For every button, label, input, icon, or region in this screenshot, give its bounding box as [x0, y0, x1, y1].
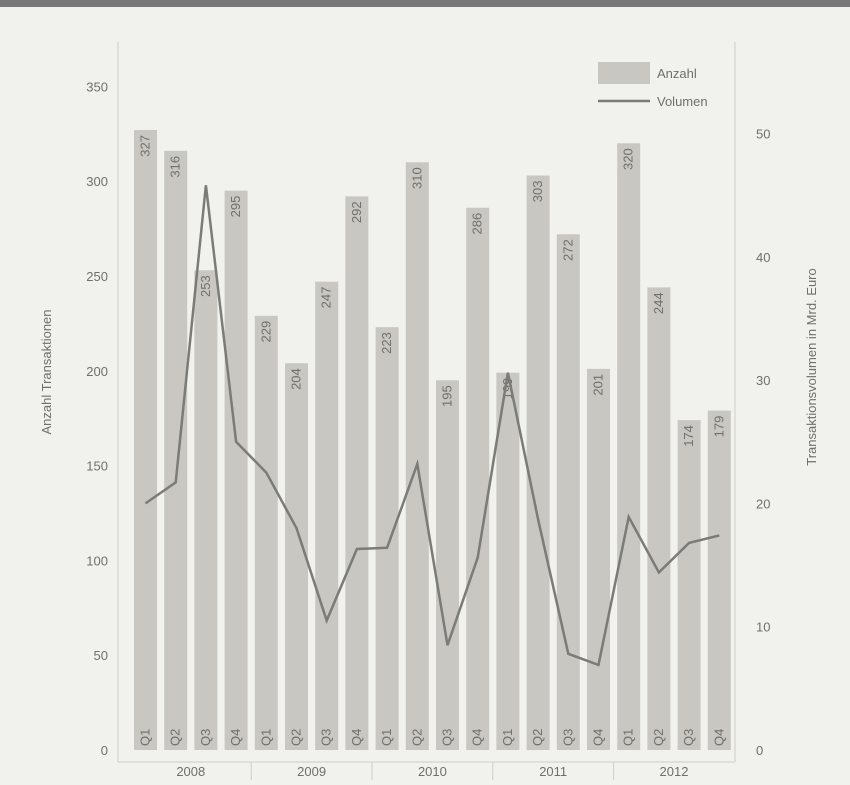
bar [194, 270, 218, 750]
bar [134, 130, 157, 750]
legend-line-label: Volumen [657, 94, 708, 109]
quarter-label: Q2 [651, 729, 666, 746]
left-tick-label: 250 [86, 269, 108, 284]
right-tick-label: 0 [756, 743, 763, 758]
left-tick-label: 50 [94, 648, 108, 663]
bar [526, 175, 550, 751]
year-label: 2012 [660, 764, 689, 779]
right-tick-label: 10 [756, 620, 770, 635]
bar-value-label: 295 [228, 196, 243, 218]
bar-value-label: 174 [681, 425, 696, 447]
quarter-label: Q4 [711, 729, 726, 746]
quarter-label: Q3 [681, 729, 696, 746]
legend: Anzahl Volumen [598, 62, 708, 109]
bar [285, 363, 308, 750]
bar-value-label: 179 [711, 416, 726, 438]
bar-value-label: 223 [379, 332, 394, 354]
bar [164, 150, 188, 750]
quarter-label: Q2 [168, 729, 183, 746]
quarter-label: Q4 [591, 729, 606, 746]
quarter-label: Q2 [530, 729, 545, 746]
year-label: 2008 [176, 764, 205, 779]
bar-value-label: 195 [440, 385, 455, 407]
bars-group [134, 130, 731, 751]
bar-value-label: 204 [289, 368, 304, 390]
bar [677, 420, 701, 750]
bar [224, 190, 248, 750]
volume-line [144, 185, 720, 667]
year-label: 2011 [539, 764, 567, 779]
top-bar [0, 0, 850, 7]
bar [315, 281, 339, 750]
ticks-group: 0 50 100 150 200 250 300 350 0 10 20 30 40 50 [86, 79, 770, 758]
quarter-label: Q1 [500, 729, 515, 746]
left-axis-title: Anzahl Transaktionen [39, 309, 54, 434]
left-tick-label: 150 [86, 459, 108, 474]
bar-value-label: 229 [258, 321, 273, 343]
right-tick-label: 50 [756, 127, 770, 142]
quarter-label: Q3 [198, 729, 213, 746]
bar [466, 207, 490, 750]
quarter-label: Q4 [228, 729, 243, 746]
year-label: 2009 [297, 764, 326, 779]
left-tick-label: 100 [86, 553, 108, 568]
quarter-label: Q2 [409, 729, 424, 746]
quarter-label: Q4 [470, 729, 485, 746]
axes-group [117, 42, 736, 780]
category-labels-group: Q1 Q2 Q3 Q4 Q1 Q2 Q3 Q4 Q1 Q2 Q3 Q4 Q1 Q2 Q3 Q4 Q1 Q2 Q3 Q4 [138, 729, 727, 746]
quarter-label: Q3 [319, 729, 334, 746]
bar-value-label: 303 [530, 181, 545, 203]
right-tick-label: 30 [756, 373, 770, 388]
bar [254, 315, 278, 750]
bar [345, 196, 369, 751]
quarter-label: Q1 [258, 729, 273, 746]
right-axis-title: Transaktionsvolumen in Mrd. Euro [804, 268, 819, 466]
bar-value-label: 292 [349, 201, 364, 223]
left-tick-label: 200 [86, 364, 108, 379]
quarter-label: Q1 [621, 729, 636, 746]
legend-bar-label: Anzahl [657, 66, 697, 81]
quarter-label: Q3 [560, 729, 575, 746]
quarter-label: Q1 [138, 729, 153, 746]
bar-value-label: 272 [560, 239, 575, 261]
year-label: 2010 [418, 764, 447, 779]
left-tick-label: 0 [101, 743, 108, 758]
bar [647, 287, 671, 750]
quarter-label: Q2 [289, 729, 304, 746]
bar [707, 410, 731, 750]
right-tick-label: 20 [756, 496, 770, 511]
bar [436, 380, 459, 750]
bar-value-label: 327 [138, 135, 153, 157]
bar-value-label: 320 [621, 148, 636, 170]
volume-line-group [144, 185, 720, 667]
left-tick-label: 350 [86, 79, 108, 94]
bar-value-label: 286 [470, 213, 485, 235]
bar [587, 368, 610, 750]
bar-value-label: 244 [651, 292, 666, 314]
bar-value-label: 310 [409, 167, 424, 189]
quarter-label: Q3 [440, 729, 455, 746]
bar [375, 327, 399, 750]
bar-value-label: 201 [591, 374, 606, 396]
bar [617, 143, 641, 750]
bar [405, 162, 429, 751]
bar-value-label: 253 [198, 275, 213, 297]
bar-value-label: 247 [319, 287, 334, 309]
bar [556, 234, 580, 751]
bar [496, 372, 520, 750]
legend-bar-swatch [598, 62, 650, 84]
right-tick-label: 40 [756, 250, 770, 265]
left-tick-label: 300 [86, 174, 108, 189]
bar-value-label: 316 [168, 156, 183, 178]
quarter-label: Q1 [379, 729, 394, 746]
year-labels-group: 2008 2009 2010 2011 2012 [176, 764, 688, 779]
quarter-label: Q4 [349, 729, 364, 746]
